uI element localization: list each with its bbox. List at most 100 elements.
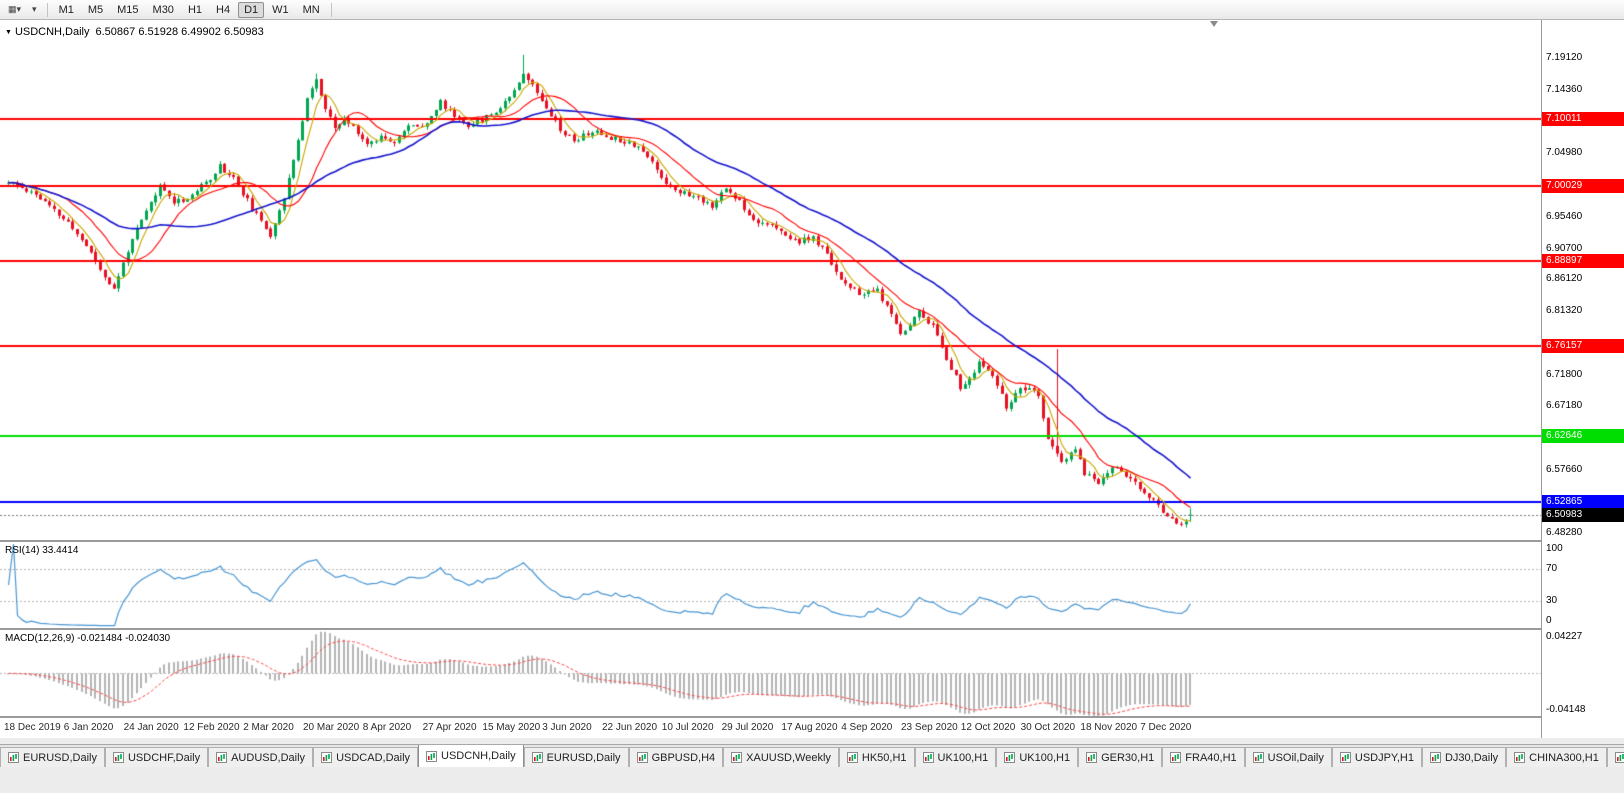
date-label: 4 Sep 2020 <box>841 722 893 733</box>
chart-tab-label: EURUSD,Daily <box>546 751 621 764</box>
macd-label: MACD(12,26,9) -0.021484 -0.024030 <box>5 633 171 644</box>
chart-tab-icon <box>1086 752 1098 763</box>
timeframe-button-h1[interactable]: H1 <box>187 3 202 16</box>
chart-tab-icon <box>1339 752 1351 763</box>
timeframe-button-w1[interactable]: W1 <box>272 3 289 16</box>
chart-tab-usdcnh-daily[interactable]: USDCNH,Daily <box>418 745 524 767</box>
chart-tab-dj30-daily[interactable]: DJ30,Daily <box>1421 747 1507 767</box>
chart-tab-eurusd-daily[interactable]: EURUSD,Daily <box>523 747 629 767</box>
price-axis-label: 6.48280 <box>1546 526 1583 538</box>
chart-tab-label: DJ30,Daily <box>1444 751 1499 764</box>
chart-tab-us[interactable]: US <box>1606 747 1624 767</box>
rsi-axis-label: 70 <box>1546 562 1558 574</box>
timeframe-button-m1[interactable]: M1 <box>58 3 74 16</box>
pane-divider[interactable] <box>0 628 1624 630</box>
macd-axis-label: -0.04148 <box>1546 704 1586 715</box>
date-label: 10 Jul 2020 <box>661 722 714 733</box>
timeframe-button-m15[interactable]: M15 <box>117 3 139 16</box>
chart-tab-eurusd-daily[interactable]: EURUSD,Daily <box>0 747 105 767</box>
chart-tab-usoil-daily[interactable]: USOil,Daily <box>1244 747 1332 767</box>
chart-tab-icon <box>1614 752 1624 763</box>
time-axis[interactable]: 18 Dec 2019 6 Jan 2020 24 Jan 2020 12 Feb 2… <box>0 718 1541 738</box>
chart-tab-icon <box>8 752 19 763</box>
pane-divider[interactable] <box>0 716 1624 718</box>
chart-tab-icon <box>1170 752 1182 763</box>
chart-tab-fra40-h1[interactable]: FRA40,H1 <box>1162 747 1245 767</box>
price-axis[interactable]: 7.19120 7.14360 7.04980 6.95460 6.90700 6.861… <box>1542 20 1624 738</box>
date-label: 18 Dec 2019 <box>4 722 61 733</box>
chart-tab-icon <box>1514 752 1526 763</box>
date-label: 22 Jun 2020 <box>602 722 658 733</box>
date-label: 23 Sep 2020 <box>901 722 958 733</box>
pane-divider[interactable] <box>0 540 1624 542</box>
chart-title: ▼ USDCNH,Daily 6.50867 6.51928 6.49902 6.5… <box>5 26 264 38</box>
chart-tab-label: GER30,H1 <box>1101 751 1155 764</box>
price-scale-border <box>1541 20 1542 738</box>
macd-indicator-canvas[interactable] <box>0 630 1541 716</box>
timeframe-dropdown-button[interactable]: ▾ <box>32 4 37 14</box>
timeframe-button-mn[interactable]: MN <box>302 3 320 16</box>
timeframe-button-m5[interactable]: M5 <box>87 3 104 16</box>
timeframe-group: M1 M5 M15 M30 H1 H4 D1 W1 MN <box>52 1 327 18</box>
chart-tab-label: GBPUSD,H4 <box>651 751 716 764</box>
chart-shift-marker[interactable] <box>1210 21 1218 27</box>
hline-price-badge: 6.88897 <box>1542 253 1624 268</box>
current-price-badge: 6.50983 <box>1542 507 1624 522</box>
price-chart-canvas[interactable] <box>0 20 1541 540</box>
chart-tab-label: FRA40,H1 <box>1185 751 1237 764</box>
chart-tab-label: USOil,Daily <box>1267 751 1324 764</box>
chart-tab-china300-h1[interactable]: CHINA300,H1 <box>1506 747 1607 767</box>
macd-axis-label: 0.04227 <box>1546 631 1583 642</box>
chart-tab-usdcad-daily[interactable]: USDCAD,Daily <box>313 747 419 767</box>
timeframe-button-m30[interactable]: M30 <box>152 3 174 16</box>
hline-price-badge: 6.62646 <box>1542 429 1624 444</box>
chart-tab-label: USDCAD,Daily <box>336 751 411 764</box>
price-axis-label: 6.57660 <box>1546 463 1583 475</box>
timeframe-button-h4[interactable]: H4 <box>216 3 231 16</box>
chart-tab-audusd-daily[interactable]: AUDUSD,Daily <box>208 747 314 767</box>
chart-tab-icon <box>112 752 124 763</box>
chart-tab-xauusd-weekly[interactable]: XAUUSD,Weekly <box>723 747 839 767</box>
chart-tab-label: USDJPY,H1 <box>1354 751 1414 764</box>
rsi-indicator-canvas[interactable] <box>0 542 1541 628</box>
date-label: 24 Jan 2020 <box>123 722 179 733</box>
chart-tab-icon <box>1429 752 1441 763</box>
chart-type-button[interactable]: ▦▾ <box>8 4 22 14</box>
chart-tab-label: CHINA300,H1 <box>1529 751 1599 764</box>
chart-tab-uk100-h1[interactable]: UK100,H1 <box>914 747 997 767</box>
chart-tab-icon <box>216 752 228 763</box>
price-axis-label: 6.67180 <box>1546 400 1583 412</box>
chart-tab-gbpusd-h4[interactable]: GBPUSD,H4 <box>628 747 724 767</box>
date-label: 2 Mar 2020 <box>243 722 294 733</box>
date-label: 20 Mar 2020 <box>303 722 360 733</box>
hline-price-badge: 6.52865 <box>1542 495 1624 510</box>
timeframe-button-d1[interactable]: D1 <box>238 1 265 18</box>
rsi-axis-label: 30 <box>1546 595 1558 607</box>
toolbar-left-buttons: ▦▾ ▾ <box>3 2 43 18</box>
chart-tab-label: USDCNH,Daily <box>441 750 516 762</box>
chart-tab-label: XAUUSD,Weekly <box>746 751 831 764</box>
chart-tab-label: UK100,H1 <box>937 751 989 764</box>
chart-ohlc-values: 6.50867 6.51928 6.49902 6.50983 <box>95 26 264 38</box>
chart-tab-icon <box>321 752 333 763</box>
chart-tab-ger30-h1[interactable]: GER30,H1 <box>1078 747 1163 767</box>
chart-tab-usdjpy-h1[interactable]: USDJPY,H1 <box>1331 747 1422 767</box>
toolbar: ▦▾ ▾ M1 M5 M15 M30 H1 H4 D1 W1 MN <box>0 0 1624 20</box>
chart-tab-uk100-h1[interactable]: UK100,H1 <box>996 747 1079 767</box>
date-label: 30 Oct 2020 <box>1020 722 1076 733</box>
date-label: 15 May 2020 <box>482 722 541 733</box>
hline-price-badge: 6.76157 <box>1542 338 1624 353</box>
chart-tab-icon <box>426 750 438 762</box>
chart-tab-hk50-h1[interactable]: HK50,H1 <box>838 747 915 767</box>
price-axis-label: 6.90700 <box>1546 242 1583 254</box>
date-label: 29 Jul 2020 <box>721 722 774 733</box>
rsi-axis-label: 0 <box>1546 615 1552 626</box>
hline-price-badge: 7.00029 <box>1542 178 1624 193</box>
price-axis-label: 6.71800 <box>1546 369 1583 381</box>
chart-tab-usdchf-daily[interactable]: USDCHF,Daily <box>104 747 209 767</box>
chart-tab-icon <box>731 752 743 763</box>
chart-tab-icon <box>531 752 543 763</box>
chart-tab-icon <box>922 752 934 763</box>
date-label: 3 Jun 2020 <box>542 722 592 733</box>
chart-region: ▼ USDCNH,Daily 6.50867 6.51928 6.49902 6.5… <box>0 20 1624 738</box>
